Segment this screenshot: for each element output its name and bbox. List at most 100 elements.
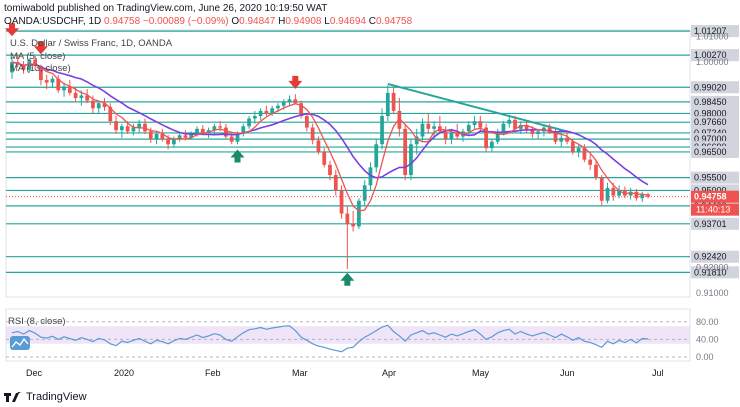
- candle-body: [108, 107, 113, 122]
- x-axis-label: Dec: [26, 368, 43, 378]
- price-level-label: 0.97660: [694, 117, 727, 127]
- level-label-box: [691, 81, 739, 94]
- level-label-box: [691, 49, 739, 62]
- candle-body: [432, 126, 436, 129]
- x-axis-label: Feb: [205, 368, 221, 378]
- level-label-box: [691, 266, 739, 279]
- candle-body: [628, 191, 633, 196]
- candle-body: [258, 110, 263, 117]
- candle-body: [276, 105, 280, 109]
- symbol-label[interactable]: OANDA:USDCHF, 1D: [4, 16, 102, 27]
- candle-body: [322, 151, 327, 165]
- candle-body: [345, 213, 350, 224]
- current-price-box: [691, 190, 739, 203]
- candle-body: [200, 128, 205, 133]
- price-level-label: 0.97000: [694, 134, 727, 144]
- candle-body: [380, 116, 384, 145]
- candle-body: [229, 136, 234, 142]
- level-label-box: [691, 145, 739, 158]
- candle-body: [281, 101, 286, 106]
- candle-body: [206, 130, 211, 133]
- candle-body: [490, 141, 494, 149]
- open-value: 0.94847: [239, 16, 276, 27]
- tradingview-brand[interactable]: TradingView: [4, 391, 87, 403]
- x-axis-label: Jul: [652, 368, 664, 378]
- candle-body: [339, 190, 344, 214]
- price-level-label: 0.95000: [694, 185, 727, 195]
- candle-body: [10, 62, 14, 73]
- candle-body: [310, 127, 315, 141]
- candle-body: [79, 95, 84, 99]
- candle-body: [565, 137, 569, 142]
- candle-body: [530, 130, 535, 134]
- price-level-label: 0.96500: [694, 147, 727, 157]
- rsi-band: [6, 326, 690, 344]
- chart-title: U.S. Dollar / Swiss Franc, 1D, OANDA: [10, 38, 173, 49]
- candle-body: [501, 123, 506, 132]
- price-level-label: 1.01207: [694, 26, 727, 36]
- candle-body: [582, 148, 587, 160]
- high-label: H: [278, 16, 286, 27]
- candle-body: [56, 78, 61, 91]
- rsi-line: [11, 324, 649, 353]
- candle-body: [495, 131, 500, 142]
- candle-body: [362, 185, 367, 201]
- candle-body: [252, 116, 257, 119]
- candle-body: [646, 194, 650, 197]
- candle-body: [67, 86, 72, 93]
- candle-body: [62, 86, 66, 91]
- price-level-label: 0.93701: [694, 219, 727, 229]
- ma-fast-legend[interactable]: MA (5, close): [10, 51, 66, 62]
- level-label-box: [691, 116, 739, 129]
- candle-body: [588, 159, 593, 165]
- price-level-label: 0.91810: [694, 267, 727, 277]
- price-level-label: 1.00270: [694, 50, 727, 60]
- candle-body: [328, 164, 332, 176]
- candle-body: [183, 135, 188, 138]
- candle-body: [391, 92, 396, 111]
- candle-body: [287, 99, 292, 102]
- candle-body: [472, 121, 477, 125]
- price-tick-label: 1.00000: [696, 57, 729, 67]
- candle-body: [518, 124, 523, 129]
- candle-body: [299, 103, 303, 117]
- candle-body: [357, 200, 361, 227]
- candle-body: [264, 110, 269, 114]
- price-tick-label: 1.01000: [696, 31, 729, 41]
- candle-body: [599, 177, 604, 201]
- rsi-level-label: 80.00: [696, 317, 719, 327]
- level-label-box: [691, 25, 739, 38]
- price-change: −0.00089 (−0.09%): [142, 16, 229, 27]
- candle-body: [385, 92, 390, 117]
- level-label-box: [691, 171, 739, 184]
- candle-body: [559, 137, 564, 142]
- low-value: 0.94694: [329, 16, 366, 27]
- candle-body: [218, 126, 223, 128]
- candle-body: [605, 187, 610, 201]
- ma-slow-legend[interactable]: MA (13, close): [10, 63, 71, 74]
- close-label: C: [368, 16, 376, 27]
- candle-body: [154, 133, 159, 140]
- rsi-indicator-icon-glyph: [11, 337, 29, 348]
- level-label-box: [691, 217, 739, 230]
- candle-body: [177, 135, 182, 140]
- rsi-level-label: 40.00: [696, 334, 719, 344]
- ohlc-line: OANDA:USDCHF, 1D 0.94758 −0.00089 (−0.09…: [4, 16, 412, 27]
- x-axis-label: Apr: [382, 368, 396, 378]
- candle-body: [449, 132, 454, 140]
- candle-body: [351, 223, 356, 227]
- x-axis-label: May: [472, 368, 490, 378]
- candle-body: [212, 126, 217, 131]
- candle-body: [304, 116, 309, 128]
- publisher-line: tomiwabold published on TradingView.com,…: [4, 3, 328, 14]
- descending-trendline: [387, 82, 568, 133]
- countdown-label: 11:40:13: [696, 205, 730, 215]
- candle-body: [96, 103, 101, 109]
- close-value: 0.94758: [376, 16, 413, 27]
- candle-body: [224, 127, 228, 137]
- rsi-legend[interactable]: RSI (8, close): [8, 316, 66, 327]
- candle-body: [195, 128, 199, 133]
- price-level-label: 0.92420: [694, 252, 727, 262]
- x-axis-label: Mar: [292, 368, 308, 378]
